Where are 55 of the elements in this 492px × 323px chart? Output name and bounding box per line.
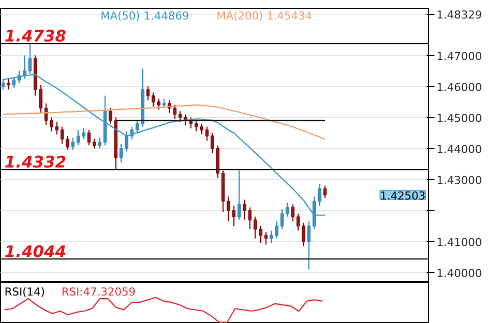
ref-line-label: 1.4332 (4, 152, 66, 172)
candlestick (119, 143, 123, 164)
candlestick (178, 110, 182, 123)
candlestick (270, 230, 274, 244)
candlestick (173, 104, 177, 120)
ref-line-label: 1.4044 (4, 242, 66, 261)
candlestick (6, 78, 10, 90)
candlestick (55, 121, 59, 136)
candlestick (136, 120, 139, 134)
candlestick (318, 184, 322, 206)
candlestick (232, 205, 236, 227)
candlestick (226, 196, 230, 222)
candlestick (210, 132, 214, 154)
candlestick (50, 116, 54, 132)
annotation: MA(50) 1.44869 (100, 10, 190, 22)
candlestick (258, 225, 262, 244)
candlestick (194, 120, 198, 132)
candlestick (152, 92, 156, 108)
ref-line-label: 1.4738 (4, 26, 66, 46)
candlestick (248, 206, 252, 230)
candlestick (108, 108, 112, 124)
y-tick-label: 1.40000 (436, 267, 482, 280)
y-tick-label: 1.44000 (436, 142, 482, 156)
candlestick (44, 102, 48, 126)
candlestick (280, 208, 284, 230)
candlestick (60, 126, 64, 144)
annotation: MA(200) 1.45434 (216, 10, 312, 22)
y-tick-label: 1.43000 (436, 174, 482, 187)
y-tick-label: 1.45000 (436, 112, 482, 125)
candlestick (157, 98, 160, 110)
y-tick-label: 1.46000 (436, 80, 482, 94)
candlestick (254, 216, 257, 240)
chart-title: RSI(14) (4, 286, 45, 298)
candlestick (39, 84, 42, 114)
candlestick (264, 232, 268, 246)
candlestick (307, 220, 311, 270)
candlestick (323, 185, 327, 199)
candlestick (286, 202, 290, 218)
text: 1.42503 (380, 189, 426, 202)
candlestick (275, 220, 278, 240)
candlestick (237, 170, 241, 220)
candlestick (200, 123, 204, 136)
candlestick (71, 136, 75, 151)
candlestick (291, 204, 295, 222)
line-series (2, 104, 326, 140)
y-tick-label: 1.47000 (436, 50, 482, 63)
candlestick (82, 128, 86, 140)
annotation: RSI:47.32059 (62, 286, 136, 298)
candlestick (296, 213, 300, 232)
y-tick-label: 1.48329 (436, 8, 482, 22)
candlestick (66, 135, 70, 151)
y-tick-label: 1.41000 (436, 236, 482, 250)
candlestick (98, 136, 102, 150)
candlestick (76, 129, 80, 146)
candlestick (92, 138, 96, 150)
